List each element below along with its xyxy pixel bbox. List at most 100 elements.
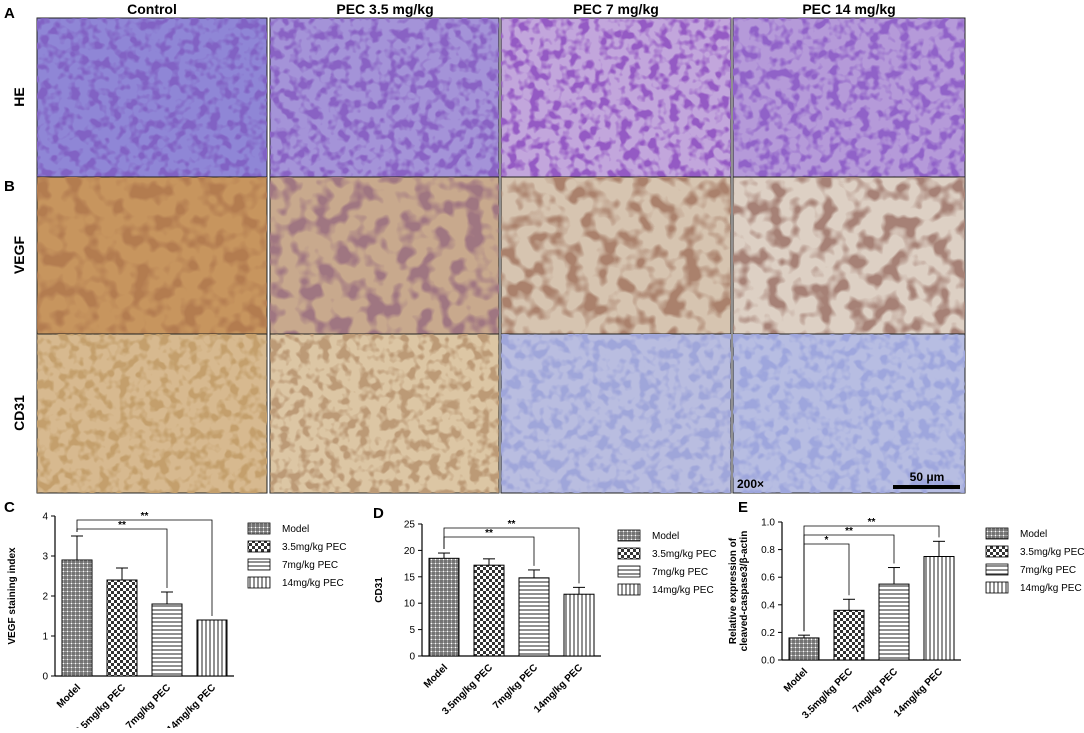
significance-label: ** [845,526,853,537]
error-bar [483,558,495,566]
bar [106,579,138,677]
bar [788,637,820,661]
legend-label: 3.5mg/kg PEC [652,549,716,560]
y-tick-label: 1.0 [761,518,775,529]
x-tick-label: Model [55,682,83,710]
micrograph-texture [270,334,499,493]
x-tick-label: 14mg/kg PEC [892,666,945,719]
y-tick-label: 10 [404,599,416,610]
y-tick-label: 3 [42,552,48,563]
micrograph-texture [37,18,267,177]
column-header: PEC 14 mg/kg [802,1,895,17]
panel-letter: C [4,499,15,516]
significance-bracket [76,519,213,616]
error-bar [161,591,173,604]
y-tick-label: 15 [404,572,416,583]
legend-label: Model [652,531,679,542]
x-tick-label: Model [782,666,810,694]
significance-label: ** [508,519,516,530]
legend-label: Model [1020,529,1047,540]
column-header: PEC 7 mg/kg [573,1,659,17]
legend-label: 7mg/kg PEC [282,560,338,571]
error-bar [888,567,900,585]
significance-label: * [825,535,829,546]
micrograph-texture [270,177,499,334]
legend-label: 7mg/kg PEC [652,567,708,578]
x-tick-label: 7mg/kg PEC [124,682,173,728]
y-axis-label: cleaved-caspase3/β-actin [739,531,750,652]
micrograph-texture [733,18,965,177]
micrograph-texture [501,334,731,493]
panel-letter: A [4,5,15,22]
micrograph-texture [733,334,965,493]
error-bar [528,569,540,578]
y-tick-label: 25 [404,520,416,531]
legend-swatch [617,547,641,560]
scale-bar [893,485,960,489]
bar [878,583,910,661]
legend-label: 7mg/kg PEC [1020,565,1076,576]
legend-swatch [985,545,1009,558]
significance-bracket [443,527,580,584]
column-header: Control [127,1,177,17]
x-tick-label: 7mg/kg PEC [491,662,540,711]
legend-swatch [247,558,271,571]
row-label: CD31 [11,395,27,431]
x-tick-label: Model [422,662,450,690]
significance-label: ** [485,528,493,539]
y-tick-label: 5 [409,625,415,636]
y-tick-label: 0.2 [761,628,775,639]
x-tick-label: 14mg/kg PEC [165,682,218,728]
legend-swatch [617,583,641,596]
legend-swatch [247,576,271,589]
bar [61,559,93,677]
error-bar [71,535,83,560]
y-axis-label: Relative expression of [728,537,739,644]
row-label: HE [11,87,27,106]
panel-letter: D [373,505,384,522]
bar [428,557,460,657]
error-bar [843,598,855,611]
legend-label: 3.5mg/kg PEC [282,542,346,553]
legend-swatch [617,565,641,578]
y-tick-label: 0 [409,652,415,663]
legend-swatch [247,540,271,553]
error-bar [933,540,945,557]
magnification: 200× [737,477,764,491]
significance-label: ** [868,517,876,528]
x-tick-label: 7mg/kg PEC [851,666,900,715]
column-header: PEC 3.5 mg/kg [336,1,433,17]
bar [563,593,595,657]
y-tick-label: 0.4 [761,600,775,611]
micrograph-texture [501,18,731,177]
y-tick-label: 1 [42,632,48,643]
significance-bracket [803,525,940,632]
legend-label: 14mg/kg PEC [652,585,714,596]
legend-swatch [617,529,641,542]
panel-letter: B [4,178,15,195]
micrograph-texture [733,177,965,334]
legend-label: 3.5mg/kg PEC [1020,547,1084,558]
y-axis-label: VEGF staining index [7,547,18,645]
legend-swatch [985,563,1009,576]
legend-swatch [985,527,1009,540]
bar [151,603,183,677]
scale-bar-label: 50 μm [910,470,945,484]
y-tick-label: 4 [42,512,48,523]
significance-label: ** [118,520,126,531]
legend-label: 14mg/kg PEC [282,578,344,589]
bar [473,564,505,657]
bar [833,609,865,661]
x-tick-label: 14mg/kg PEC [532,662,585,715]
micrograph-texture [37,334,267,493]
y-tick-label: 2 [42,592,48,603]
row-label: VEGF [11,235,27,274]
micrograph-texture [501,177,731,334]
bar [923,556,955,661]
legend-label: 14mg/kg PEC [1020,583,1082,594]
y-tick-label: 0.8 [761,545,775,556]
error-bar [438,552,450,559]
y-tick-label: 0.0 [761,656,775,667]
micrograph-texture [270,18,499,177]
error-bar [798,634,810,638]
